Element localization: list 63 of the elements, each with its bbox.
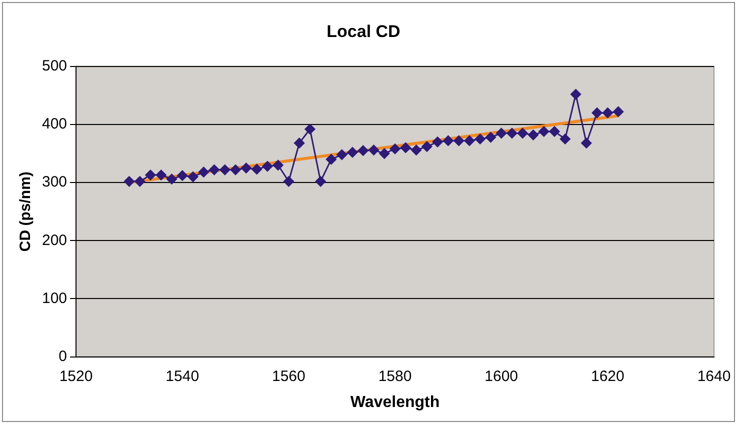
point <box>485 132 496 143</box>
chart-title: Local CD <box>326 22 400 41</box>
point <box>411 144 422 156</box>
point <box>549 126 560 137</box>
point <box>145 170 156 180</box>
point <box>400 142 411 153</box>
y-tick-label: 500 <box>42 58 68 75</box>
y-axis-title: CD (ps/nm) <box>17 172 34 252</box>
point <box>368 144 379 156</box>
point <box>379 148 390 159</box>
point <box>294 138 305 148</box>
point <box>188 172 198 182</box>
y-tick-label: 0 <box>58 348 68 365</box>
x-tick-label: 1640 <box>697 368 731 385</box>
point <box>177 170 188 181</box>
point <box>347 147 358 158</box>
point <box>124 176 134 187</box>
y-tick-label: 400 <box>42 116 68 133</box>
point <box>464 135 475 146</box>
point <box>326 154 336 165</box>
point <box>422 141 432 152</box>
point <box>240 162 252 174</box>
x-tick-label: 1580 <box>378 368 412 385</box>
point <box>496 128 507 138</box>
x-tick-label: 1600 <box>484 368 518 385</box>
x-axis-title: Wavelength <box>350 394 440 411</box>
point <box>390 144 400 154</box>
point <box>570 89 582 100</box>
x-tick-label: 1620 <box>590 368 624 385</box>
point <box>315 176 326 187</box>
point <box>560 134 570 144</box>
x-tick-label: 1560 <box>272 368 306 385</box>
y-tick-label: 300 <box>42 174 68 191</box>
point <box>602 108 613 118</box>
point <box>272 160 284 170</box>
point <box>134 176 146 187</box>
x-tick-label: 1540 <box>166 368 200 385</box>
x-tick-label: 1520 <box>59 368 93 385</box>
point <box>304 124 316 134</box>
point <box>517 128 528 138</box>
point <box>581 138 592 148</box>
point <box>198 166 209 178</box>
point <box>442 135 454 146</box>
point <box>209 164 220 176</box>
point <box>454 135 464 146</box>
point <box>474 134 486 144</box>
point <box>336 149 348 160</box>
point <box>230 164 241 176</box>
point <box>528 130 538 140</box>
point <box>262 161 273 172</box>
point <box>538 126 550 137</box>
point <box>592 108 602 118</box>
point <box>506 128 518 138</box>
point <box>220 164 230 176</box>
point <box>432 136 443 148</box>
y-tick-label: 200 <box>42 232 68 249</box>
point <box>252 164 262 174</box>
y-tick-label: 100 <box>42 290 68 307</box>
point <box>358 145 368 156</box>
point <box>613 106 624 117</box>
point <box>283 176 294 187</box>
point <box>166 174 177 184</box>
point <box>156 170 166 180</box>
